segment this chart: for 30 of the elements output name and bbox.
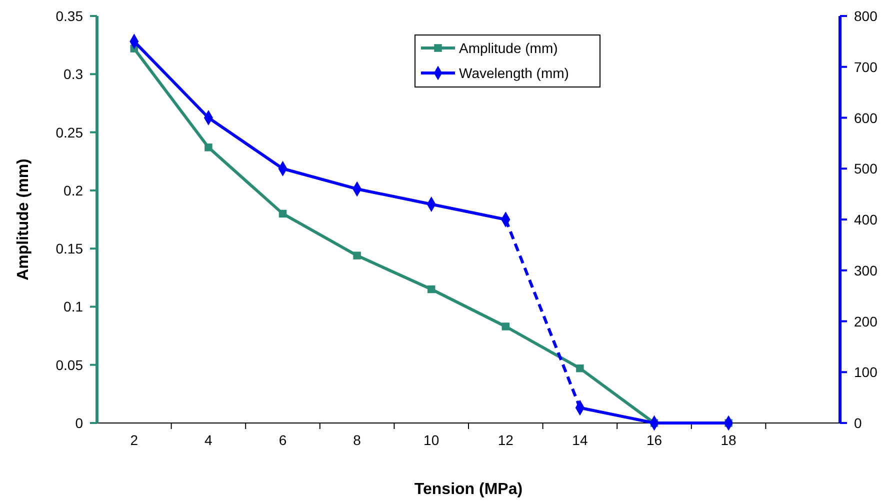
x-tick-label: 10 (424, 432, 440, 448)
y-tick-label: 0.05 (56, 356, 84, 373)
y2-tick-label: 200 (854, 313, 878, 330)
x-axis-title: Tension (MPa) (414, 481, 523, 498)
y2-tick-label: 500 (854, 160, 878, 177)
x-tick-label: 6 (278, 432, 287, 448)
x-tick-label: 18 (720, 432, 737, 448)
x-tick-label: 4 (204, 432, 213, 448)
y2-tick-label: 400 (854, 212, 878, 228)
legend-label: Amplitude (mm) (459, 40, 558, 56)
y-tick-label: 0.1 (64, 298, 84, 315)
legend-label: Wavelength (mm) (459, 65, 569, 81)
x-tick-label: 12 (498, 432, 514, 448)
y2-tick-label: 700 (854, 58, 878, 75)
x-tick-label: 2 (130, 432, 138, 448)
y2-tick-label: 800 (854, 8, 878, 24)
y-tick-label: 0.35 (56, 8, 84, 24)
y-tick-label: 0.3 (64, 66, 84, 82)
x-tick-label: 14 (572, 432, 588, 448)
y-axis-title: Amplitude (mm) (15, 158, 32, 280)
x-tick-label: 8 (353, 432, 362, 448)
x-tick-label: 16 (646, 432, 662, 448)
y2-tick-label: 100 (854, 364, 878, 380)
y-tick-label: 0.2 (64, 182, 84, 198)
y-tick-label: 0.25 (56, 124, 84, 140)
y2-tick-label: 300 (854, 262, 878, 278)
y2-tick-label: 600 (854, 110, 878, 126)
y-tick-label: 0 (75, 415, 84, 431)
y-tick-label: 0.15 (56, 240, 84, 257)
y2-tick-label: 0 (854, 415, 862, 431)
